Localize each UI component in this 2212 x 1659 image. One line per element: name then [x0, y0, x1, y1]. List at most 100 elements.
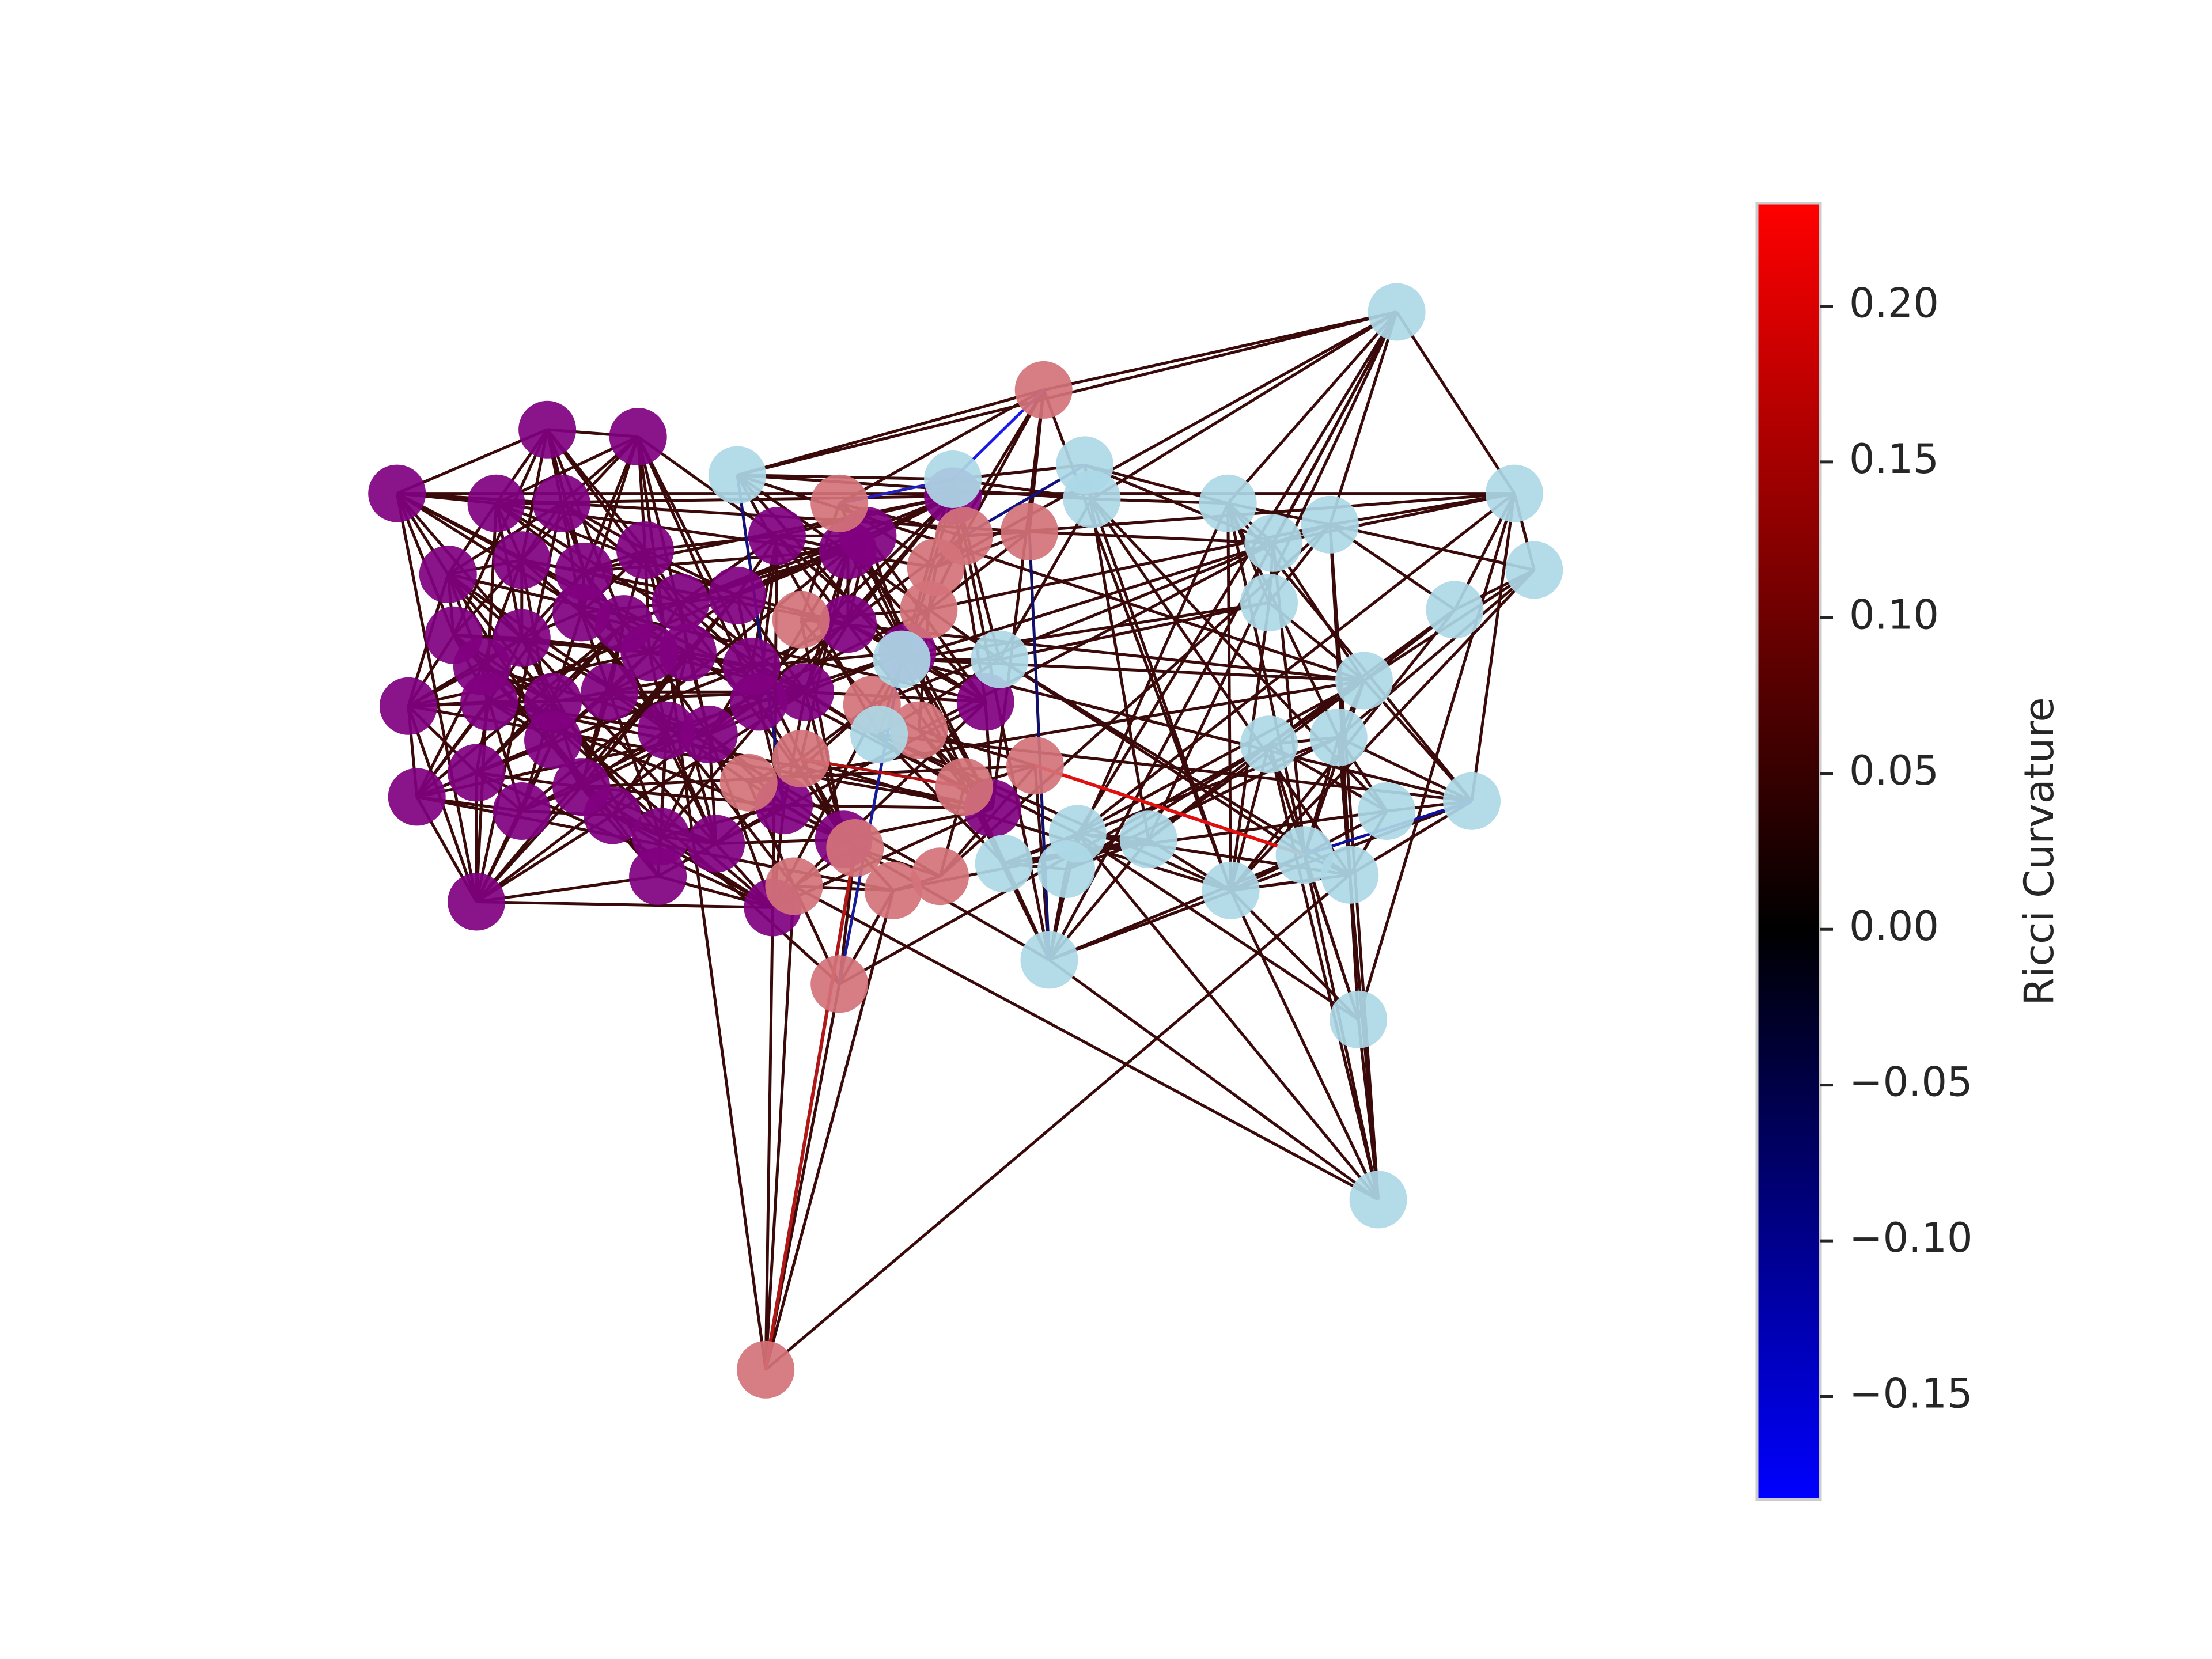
graph-edge	[1029, 530, 1274, 545]
colorbar: 0.20 0.15 0.10 0.05 0.00 −0.05 −0.10 −0.15 Ricc…	[1755, 202, 2063, 1501]
graph-node-purple	[652, 574, 710, 632]
graph-node-purple	[448, 873, 506, 931]
graph-node-lightblue	[1309, 709, 1368, 766]
graph-node-lightblue	[1335, 652, 1393, 710]
graph-node-pink	[772, 590, 830, 649]
graph-node-lightblue	[873, 630, 931, 688]
graph-node-pink	[1006, 737, 1064, 795]
graph-edge	[395, 493, 478, 902]
graph-node-purple	[777, 663, 835, 721]
graph-edge	[1048, 853, 1305, 961]
graph-node-purple	[616, 521, 674, 579]
graph-edge	[1357, 493, 1516, 1020]
graph-node-lightblue	[1244, 514, 1302, 572]
graph-node-purple	[518, 400, 577, 459]
graph-node-pink	[911, 847, 969, 906]
graph-edge	[838, 388, 1044, 505]
graph-node-purple	[609, 408, 667, 466]
graph-nodes	[368, 283, 1563, 1399]
graph-edge	[1338, 569, 1535, 738]
graph-edge	[764, 907, 774, 1370]
colorbar-tick-label: 0.05	[1849, 747, 1939, 794]
graph-node-pink	[864, 861, 922, 919]
graph-node-purple	[467, 474, 525, 532]
graph-node-purple	[581, 663, 639, 721]
graph-node-lightblue	[924, 450, 982, 508]
graph-node-pink	[900, 581, 958, 639]
graph-edge	[901, 541, 1274, 661]
graph-node-lightblue	[1349, 1171, 1407, 1229]
graph-node-pink	[772, 729, 830, 787]
colorbar-gradient	[1755, 202, 1822, 1501]
graph-node-lightblue	[709, 446, 766, 504]
graph-node-pink	[826, 819, 884, 877]
graph-node-lightblue	[1202, 861, 1260, 919]
graph-node-lightblue	[1301, 495, 1359, 554]
graph-node-lightblue	[1199, 474, 1257, 532]
graph-edge	[546, 429, 626, 625]
graph-node-pink	[1001, 503, 1058, 561]
colorbar-tick-label: −0.10	[1849, 1214, 1973, 1262]
graph-edge	[476, 874, 658, 903]
graph-edge	[1077, 679, 1365, 835]
graph-edge	[1076, 832, 1380, 1200]
graph-edge	[1226, 503, 1306, 855]
graph-node-lightblue	[850, 706, 908, 764]
graph-node-purple	[448, 744, 506, 802]
graph-node-lightblue	[1368, 283, 1426, 341]
graph-edge	[1076, 311, 1398, 835]
graph-node-lightblue	[1505, 541, 1563, 599]
graph-edge	[878, 733, 1232, 892]
graph-node-lightblue	[1037, 840, 1095, 898]
graph-edge	[408, 650, 650, 708]
graph-edge	[1470, 493, 1516, 802]
graph-edge	[998, 498, 1093, 660]
graph-edge	[1303, 680, 1366, 856]
graph-node-purple	[629, 847, 687, 906]
graph-node-purple	[555, 543, 613, 600]
colorbar-tick-label: 0.10	[1849, 591, 1939, 638]
graph-edge	[902, 601, 1270, 661]
graph-edge	[1034, 764, 1305, 857]
graph-edge	[748, 679, 1365, 785]
graph-node-lightblue	[1426, 581, 1484, 639]
graph-node-lightblue	[1275, 826, 1334, 884]
graph-node-purple	[584, 786, 642, 844]
graph-edge	[1229, 889, 1359, 1021]
colorbar-tick-label: −0.15	[1849, 1370, 1973, 1418]
graph-node-purple	[709, 566, 766, 624]
graph-edge	[1090, 498, 1232, 891]
graph-edge	[1077, 832, 1359, 1021]
graph-edge	[999, 601, 1270, 661]
graph-edge	[1229, 889, 1380, 1200]
graph-node-pink	[935, 758, 993, 816]
graph-node-lightblue	[1240, 574, 1298, 632]
graph-node-lightblue	[1020, 931, 1078, 989]
graph-node-lightblue	[1358, 782, 1416, 840]
graph-node-purple	[532, 474, 590, 532]
graph-node-pink	[765, 857, 823, 915]
colorbar-tick-label: 0.00	[1849, 903, 1939, 950]
graph-node-purple	[658, 623, 717, 681]
graph-edge	[991, 389, 1046, 809]
graph-edge	[764, 886, 796, 1370]
graph-node-lightblue	[1321, 846, 1379, 904]
graph-node-lightblue	[1063, 470, 1121, 528]
graph-node-purple	[493, 609, 551, 667]
graph-edge	[1229, 569, 1536, 892]
graph-node-purple	[687, 815, 745, 873]
graph-node-purple	[722, 637, 781, 695]
graph-edge	[800, 619, 846, 840]
graph-node-purple	[368, 464, 426, 522]
graph-edge	[1091, 310, 1397, 501]
graph-node-purple	[460, 673, 518, 731]
graph-node-lightblue	[971, 630, 1029, 688]
graph-edge	[1330, 523, 1535, 571]
graph-edge	[764, 890, 895, 1370]
colorbar-label: Ricci Curvature	[2016, 697, 2063, 1005]
graph-edge	[1395, 311, 1516, 494]
graph-node-lightblue	[1119, 810, 1177, 869]
graph-edge	[1048, 959, 1380, 1201]
colorbar-tick-label: 0.15	[1849, 435, 1939, 483]
